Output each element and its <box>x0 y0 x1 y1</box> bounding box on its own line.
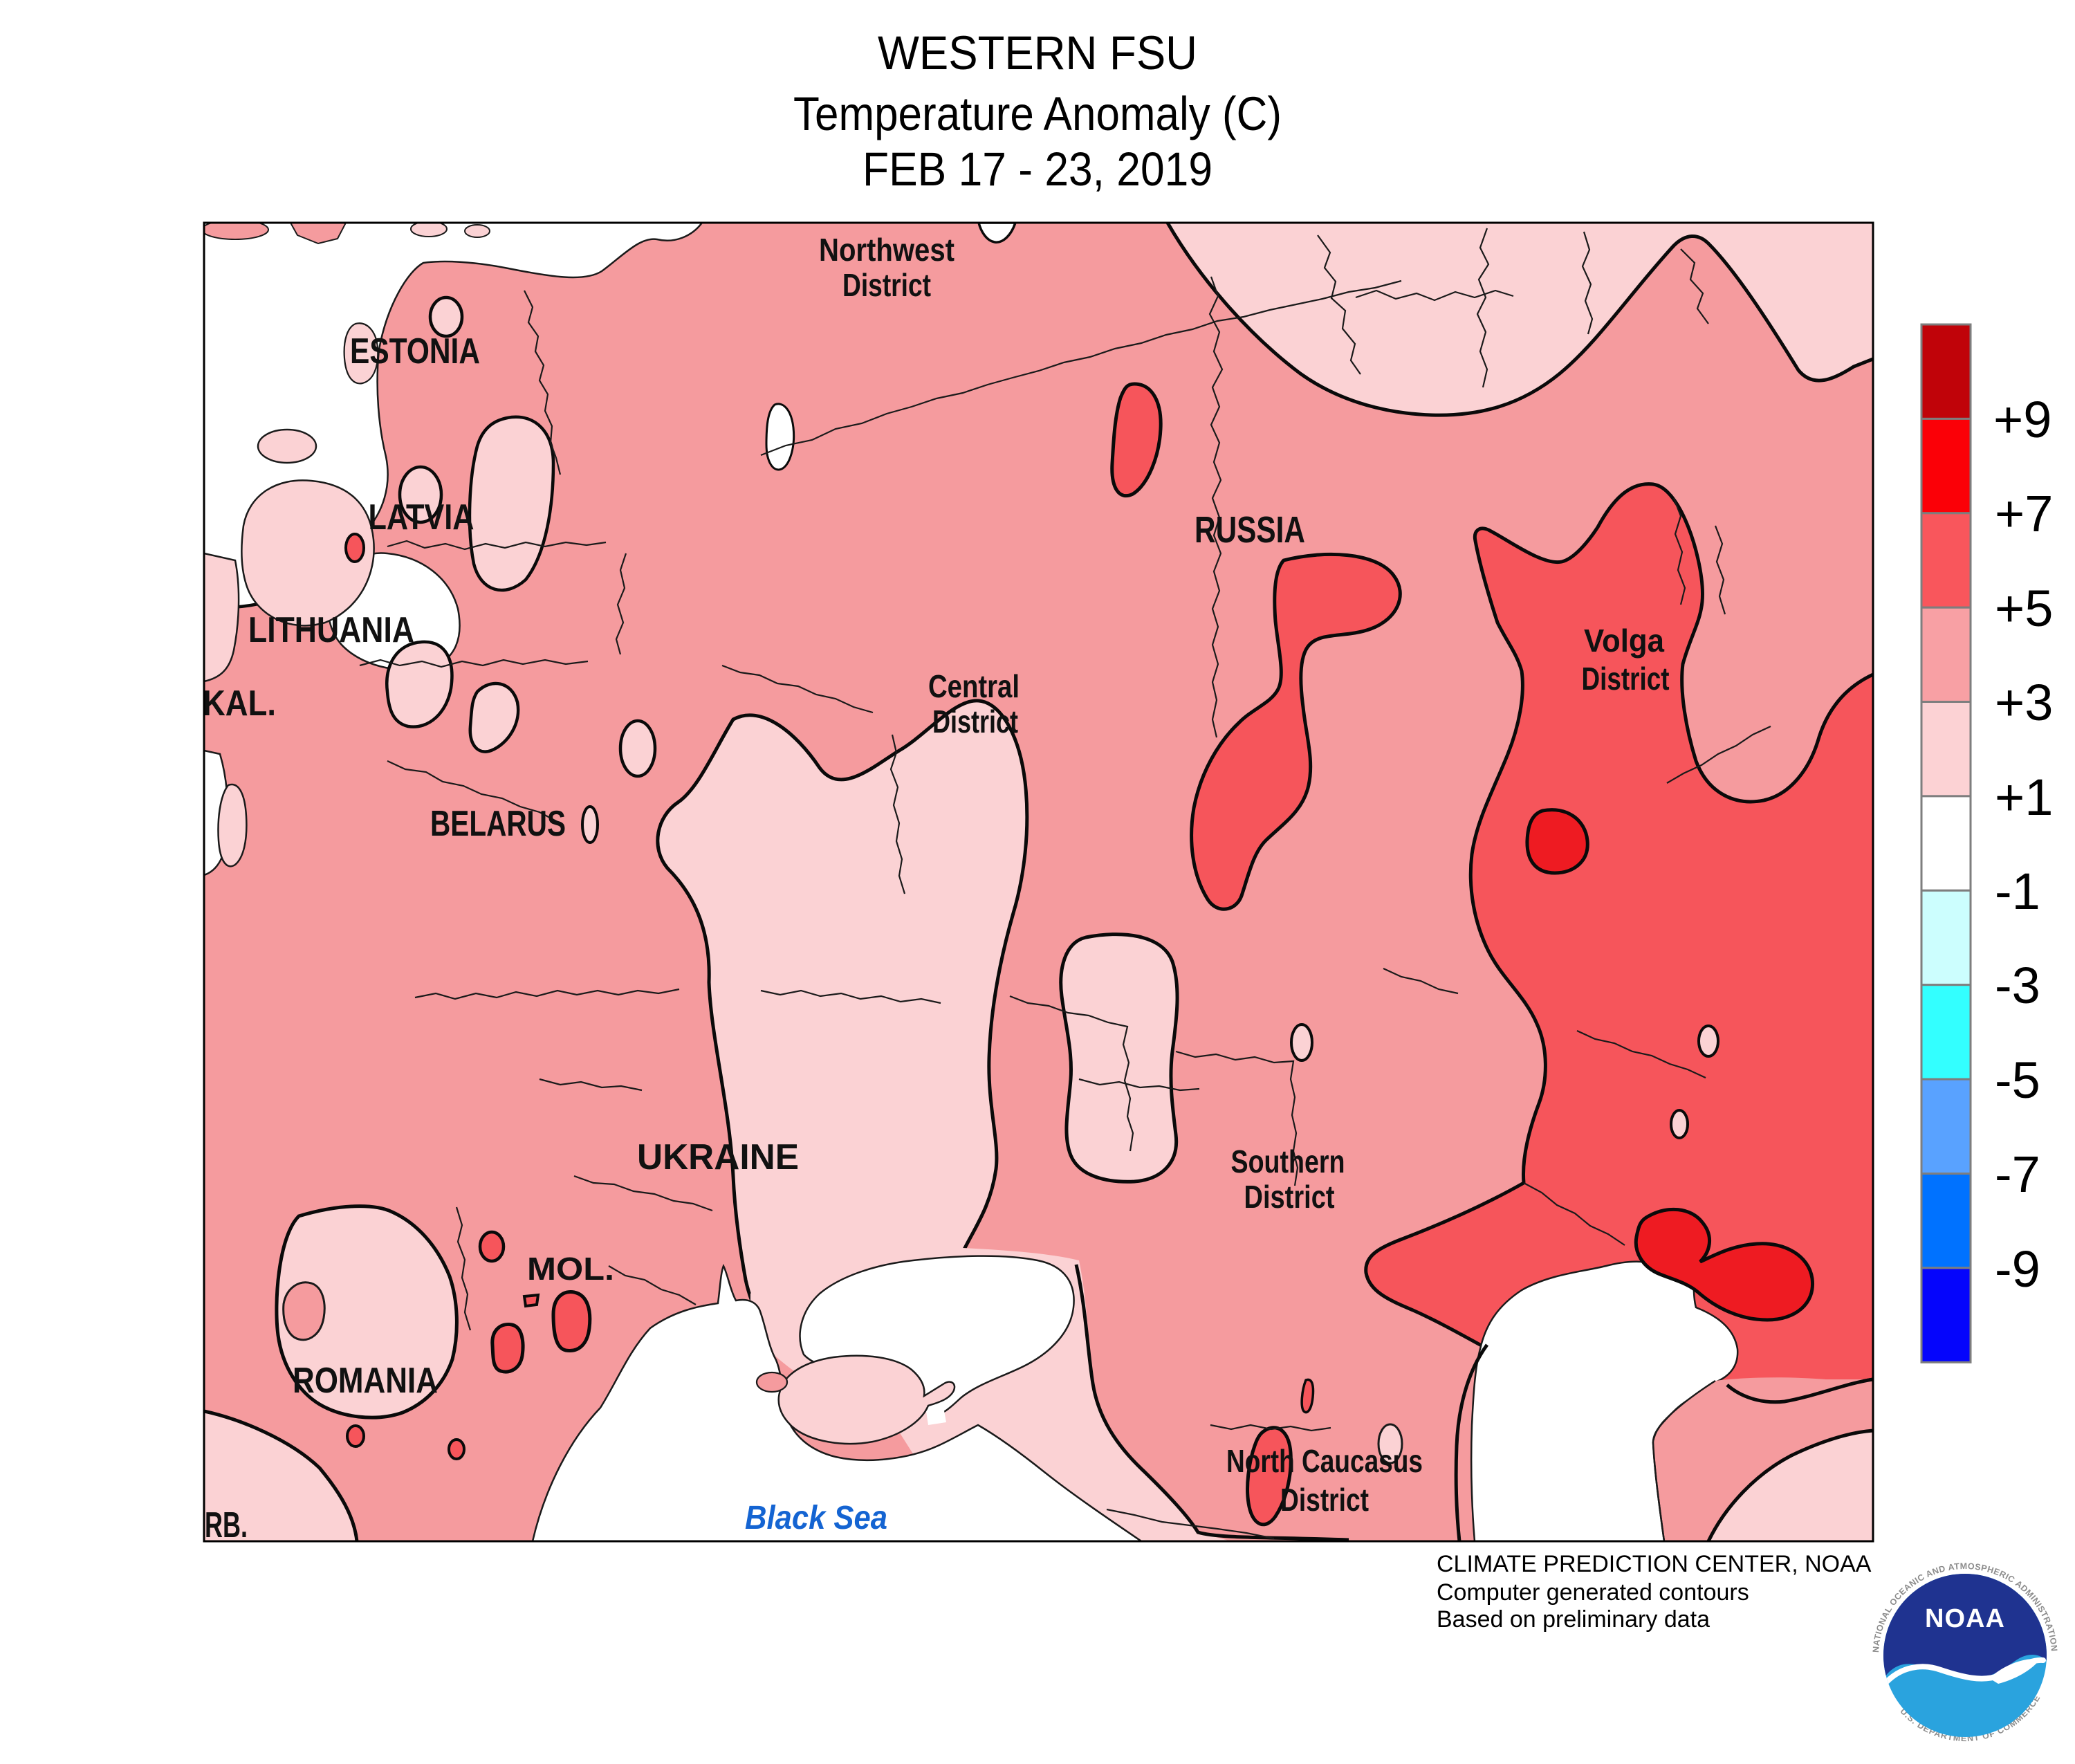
svg-text:FEB 17 - 23, 2019: FEB 17 - 23, 2019 <box>863 143 1212 196</box>
svg-text:+7: +7 <box>1995 485 2053 542</box>
svg-text:-9: -9 <box>1995 1240 2040 1298</box>
svg-text:Northwest: Northwest <box>819 232 954 268</box>
svg-text:Temperature Anomaly (C): Temperature Anomaly (C) <box>793 87 1282 140</box>
svg-text:North Caucasus: North Caucasus <box>1226 1443 1423 1479</box>
svg-text:District: District <box>932 704 1018 739</box>
svg-text:District: District <box>842 267 931 303</box>
svg-text:CLIMATE PREDICTION CENTER, NOA: CLIMATE PREDICTION CENTER, NOAA <box>1437 1551 1872 1577</box>
svg-text:RUSSIA: RUSSIA <box>1195 509 1305 551</box>
svg-text:UKRAINE: UKRAINE <box>637 1137 799 1177</box>
svg-text:-3: -3 <box>1995 957 2040 1014</box>
svg-text:-5: -5 <box>1995 1051 2040 1109</box>
svg-text:+1: +1 <box>1995 769 2053 826</box>
svg-text:Based on preliminary data: Based on preliminary data <box>1437 1606 1710 1633</box>
svg-text:Black Sea: Black Sea <box>745 1500 887 1536</box>
svg-text:Computer generated contours: Computer generated contours <box>1437 1579 1749 1606</box>
svg-text:ROMANIA: ROMANIA <box>293 1361 438 1401</box>
svg-text:+9: +9 <box>1993 391 2051 448</box>
svg-text:ESTONIA: ESTONIA <box>350 331 480 371</box>
svg-text:LITHUANIA: LITHUANIA <box>248 610 414 650</box>
svg-text:-1: -1 <box>1995 863 2040 920</box>
svg-text:RB.: RB. <box>205 1505 248 1545</box>
svg-text:WESTERN FSU: WESTERN FSU <box>878 26 1197 80</box>
svg-text:District: District <box>1280 1482 1369 1518</box>
svg-text:NOAA: NOAA <box>1925 1604 2005 1633</box>
svg-text:+3: +3 <box>1995 674 2053 731</box>
svg-text:-7: -7 <box>1995 1146 2040 1203</box>
svg-text:KAL.: KAL. <box>203 683 276 724</box>
svg-text:Central: Central <box>928 668 1020 704</box>
svg-text:District: District <box>1244 1179 1335 1215</box>
svg-text:+5: +5 <box>1995 580 2053 637</box>
svg-text:MOL.: MOL. <box>527 1251 614 1287</box>
svg-text:Volga: Volga <box>1584 623 1664 659</box>
svg-text:BELARUS: BELARUS <box>430 804 566 844</box>
svg-text:District: District <box>1582 661 1670 697</box>
svg-text:LATVIA: LATVIA <box>369 497 474 538</box>
svg-text:Southern: Southern <box>1231 1143 1345 1179</box>
